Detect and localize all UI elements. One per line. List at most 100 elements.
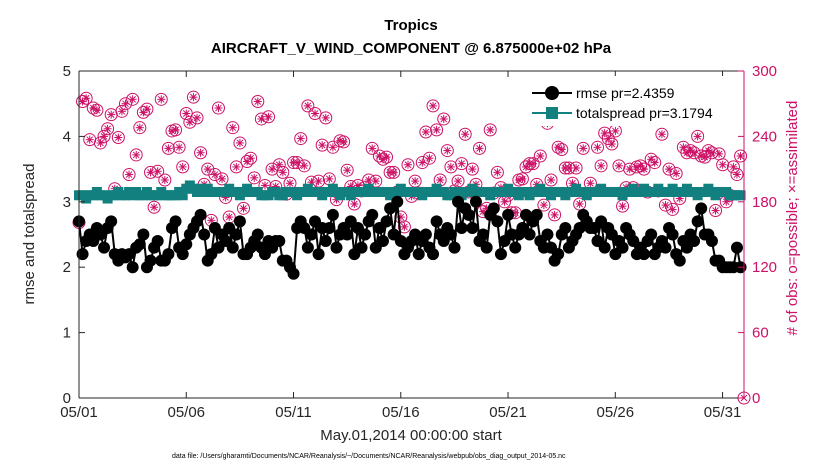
obs-point — [319, 111, 333, 125]
obs-point — [233, 136, 247, 150]
obs-point — [437, 112, 451, 126]
rmse-point — [323, 221, 336, 234]
obs-point — [322, 172, 336, 186]
chart-title: Tropics — [384, 17, 437, 34]
obs-point — [576, 141, 590, 155]
rmse-point — [366, 208, 379, 221]
obs-point — [537, 198, 551, 212]
obs-point — [605, 137, 619, 151]
legend-rmse-marker — [545, 86, 559, 100]
y-tick-label-right: 60 — [752, 325, 769, 342]
obs-point — [483, 123, 497, 137]
y-tick-label-left: 3 — [63, 194, 71, 211]
obs-point — [637, 162, 651, 176]
footnote: data file: /Users/gharamti/Documents/NCA… — [172, 453, 566, 460]
obs-point — [254, 112, 268, 126]
rmse-point — [319, 235, 332, 248]
rmse-point — [502, 208, 515, 221]
rmse-point — [491, 215, 504, 228]
rmse-point — [105, 215, 118, 228]
rmse-point — [169, 215, 182, 228]
rmse-point — [151, 235, 164, 248]
obs-point — [691, 129, 705, 143]
legend-box — [528, 76, 735, 126]
rmse-point — [419, 228, 432, 241]
obs-point — [716, 158, 730, 172]
obs-point — [658, 198, 672, 212]
obs-point — [140, 102, 154, 116]
rmse-point — [330, 241, 343, 254]
obs-point — [387, 165, 401, 179]
rmse-point — [133, 238, 146, 251]
obs-point — [519, 160, 533, 174]
y-tick-label-left: 5 — [63, 63, 71, 80]
obs-point — [698, 150, 712, 164]
rmse-point — [477, 228, 490, 241]
totalspread-point — [177, 190, 188, 201]
rmse-point — [509, 241, 522, 254]
obs-point — [236, 201, 250, 215]
legend-spread-marker — [546, 107, 558, 119]
rmse-point — [673, 254, 686, 267]
obs-point — [262, 110, 276, 124]
obs-point — [426, 99, 440, 113]
rmse-point — [455, 221, 468, 234]
obs-point — [172, 140, 186, 154]
obs-point — [548, 208, 562, 222]
obs-point — [101, 122, 115, 136]
rmse-point — [691, 215, 704, 228]
obs-point — [169, 123, 183, 137]
obs-point — [226, 121, 240, 135]
rmse-point — [301, 241, 314, 254]
obs-point — [251, 95, 265, 109]
x-tick-label: 05/31 — [704, 404, 742, 421]
y-axis-label-left: rmse and totalspread — [21, 164, 38, 305]
rmse-point — [98, 241, 111, 254]
rmse-point — [598, 241, 611, 254]
obs-point — [337, 135, 351, 149]
rmse-point — [305, 228, 318, 241]
obs-point — [455, 157, 469, 171]
obs-point — [380, 150, 394, 164]
rmse-point — [638, 248, 651, 261]
obs-point — [458, 127, 472, 141]
y-tick-label-right: 120 — [752, 259, 777, 276]
legend-spread-text: totalspread pr=3.1794 — [576, 105, 713, 121]
x-axis-label: May.01,2014 00:00:00 start — [320, 427, 502, 444]
rmse-point — [444, 228, 457, 241]
obs-point — [730, 168, 744, 182]
obs-point — [473, 141, 487, 155]
rmse-point — [198, 228, 211, 241]
rmse-point — [730, 241, 743, 254]
rmse-point — [287, 267, 300, 280]
rmse-point — [541, 228, 554, 241]
obs-point — [433, 173, 447, 187]
obs-point — [533, 149, 547, 163]
obs-point — [648, 156, 662, 170]
rmse-point — [233, 215, 246, 228]
obs-point — [544, 173, 558, 187]
totalspread-point — [735, 190, 746, 201]
rmse-point — [412, 248, 425, 261]
obs-point — [297, 159, 311, 173]
x-tick-label: 05/01 — [60, 404, 98, 421]
rmse-point — [559, 221, 572, 234]
totalspread-series — [74, 180, 746, 204]
obs-point — [133, 121, 147, 135]
obs-point — [430, 123, 444, 137]
obs-point — [151, 164, 165, 178]
x-tick-label: 05/26 — [597, 404, 635, 421]
obs-point — [401, 158, 415, 172]
chart-subtitle: AIRCRAFT_V_WIND_COMPONENT @ 6.875000e+02… — [211, 40, 612, 57]
obs-point — [569, 161, 583, 175]
y-tick-label-left: 4 — [63, 128, 71, 145]
obs-point — [147, 200, 161, 214]
obs-point — [90, 103, 104, 117]
obs-point — [129, 148, 143, 162]
rmse-point — [326, 208, 339, 221]
rmse-point — [469, 195, 482, 208]
obs-point — [111, 130, 125, 144]
obs-point — [419, 125, 433, 139]
rmse-point — [380, 215, 393, 228]
obs-point — [555, 142, 569, 156]
